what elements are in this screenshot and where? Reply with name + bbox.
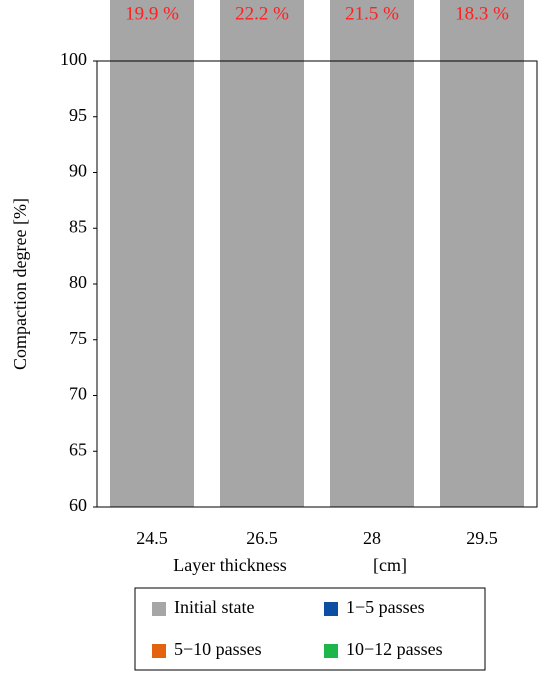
legend-swatch: [324, 644, 338, 658]
bar-segment: [110, 0, 194, 508]
x-tick-label: 24.5: [136, 528, 168, 548]
bar-segment: [220, 0, 304, 507]
y-tick-label: 75: [69, 328, 87, 348]
annotation: 22.2 %: [235, 3, 289, 24]
x-tick-label: 26.5: [246, 528, 278, 548]
y-tick-label: 85: [69, 216, 87, 236]
legend-label: 1−5 passes: [346, 597, 425, 617]
x-axis-unit: [cm]: [373, 555, 407, 575]
y-tick-label: 100: [60, 49, 87, 69]
bar-segment: [440, 0, 524, 508]
annotation: 21.5 %: [345, 3, 399, 24]
plot-frame: [96, 60, 538, 508]
legend-box: [134, 587, 486, 671]
y-tick-label: 95: [69, 105, 87, 125]
legend-label: 10−12 passes: [346, 639, 443, 659]
annotation: 19.9 %: [125, 3, 179, 24]
legend-label: Initial state: [174, 597, 254, 617]
y-tick-label: 60: [69, 495, 87, 515]
y-tick-label: 90: [69, 161, 87, 181]
y-tick-label: 80: [69, 272, 87, 292]
legend-swatch: [152, 602, 166, 616]
x-tick-label: 29.5: [466, 528, 498, 548]
x-tick-label: 28: [363, 528, 381, 548]
y-tick-label: 70: [69, 384, 87, 404]
bar-segment: [330, 0, 414, 508]
annotation: 18.3 %: [455, 3, 509, 24]
x-axis-title: Layer thickness: [173, 555, 286, 575]
y-axis-title: Compaction degree [%]: [10, 198, 30, 370]
legend-label: 5−10 passes: [174, 639, 262, 659]
legend-swatch: [152, 644, 166, 658]
legend-swatch: [324, 602, 338, 616]
y-tick-label: 65: [69, 439, 87, 459]
